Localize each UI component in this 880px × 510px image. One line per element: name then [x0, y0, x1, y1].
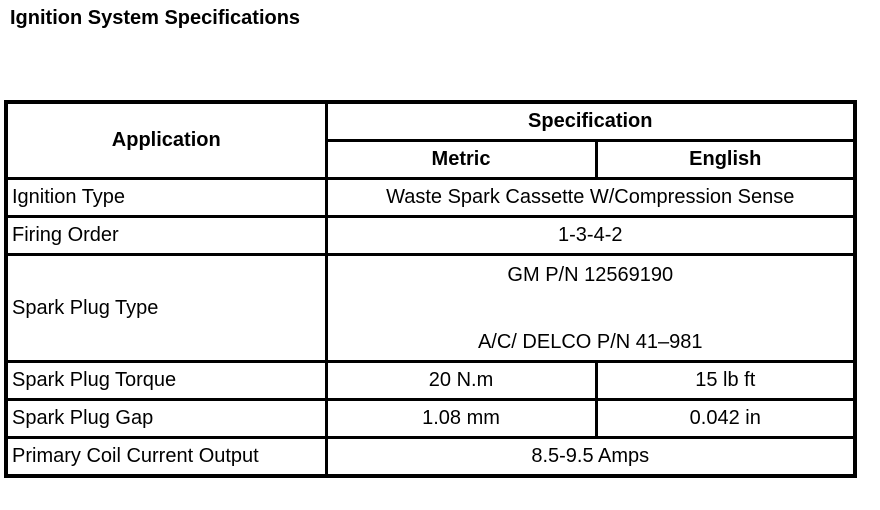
row-label: Spark Plug Torque — [4, 360, 328, 401]
table-row: Primary Coil Current Output 8.5-9.5 Amps — [4, 436, 857, 478]
row-value: 8.5-9.5 Amps — [324, 436, 857, 478]
table-row: Spark Plug Torque 20 N.m 15 lb ft — [4, 360, 857, 401]
table-row: Ignition Type Waste Spark Cassette W/Com… — [4, 177, 857, 218]
row-label: Ignition Type — [4, 177, 328, 218]
row-english: 15 lb ft — [594, 360, 857, 401]
table-row: Spark Plug Type GM P/N 12569190 A/C/ DEL… — [4, 253, 857, 363]
spark-plug-delco-pn: A/C/ DELCO P/N 41–981 — [477, 331, 703, 353]
header-specification: Specification — [324, 100, 857, 142]
row-value: Waste Spark Cassette W/Compression Sense — [324, 177, 857, 218]
row-label: Spark Plug Type — [4, 253, 328, 363]
row-value: 1-3-4-2 — [324, 215, 857, 256]
row-value: GM P/N 12569190 A/C/ DELCO P/N 41–981 — [324, 253, 857, 363]
row-metric: 20 N.m — [324, 360, 598, 401]
header-application: Application — [4, 100, 328, 180]
page-title: Ignition System Specifications — [10, 7, 301, 29]
row-label: Primary Coil Current Output — [4, 436, 328, 478]
ignition-spec-table: Application Specification Metric English… — [4, 100, 858, 478]
table-row: Spark Plug Gap 1.08 mm 0.042 in — [4, 398, 857, 439]
row-metric: 1.08 mm — [324, 398, 598, 439]
table-row: Firing Order 1-3-4-2 — [4, 215, 857, 256]
header-metric: Metric — [324, 139, 598, 180]
row-label: Spark Plug Gap — [4, 398, 328, 439]
header-english: English — [594, 139, 857, 180]
row-label: Firing Order — [4, 215, 328, 256]
spark-plug-gm-pn: GM P/N 12569190 — [507, 264, 674, 286]
row-english: 0.042 in — [594, 398, 857, 439]
